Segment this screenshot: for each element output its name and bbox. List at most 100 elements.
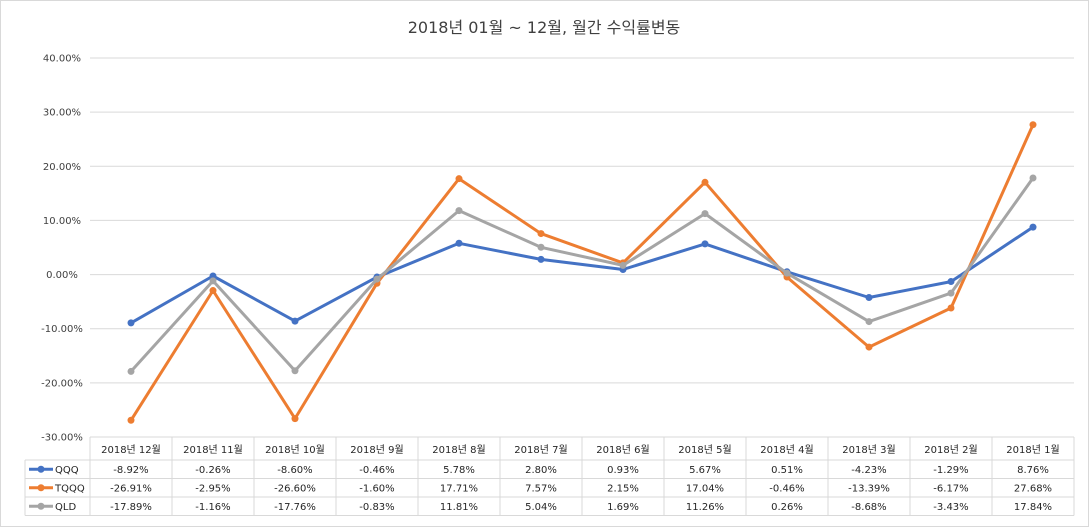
data-point-qld xyxy=(619,261,627,269)
data-label: -17.76% xyxy=(274,502,316,513)
data-label: 17.84% xyxy=(1014,502,1052,513)
data-point-qqq xyxy=(865,293,873,301)
data-label: 5.67% xyxy=(689,465,721,476)
data-label: -8.68% xyxy=(851,502,886,513)
data-label: -8.92% xyxy=(113,465,148,476)
data-label: 17.71% xyxy=(440,483,478,494)
data-label: 17.04% xyxy=(686,483,724,494)
data-point-qqq xyxy=(947,278,955,286)
data-label: -4.23% xyxy=(851,465,886,476)
data-label: 5.04% xyxy=(525,502,557,513)
chart-title: 2018년 01월 ~ 12월, 월간 수익률변동 xyxy=(408,18,681,37)
data-label: -3.43% xyxy=(933,502,968,513)
data-label: -17.89% xyxy=(110,502,152,513)
category-label: 2018년 9월 xyxy=(350,444,403,456)
data-label: 0.51% xyxy=(771,465,803,476)
series-tqqq xyxy=(127,121,1037,424)
legend-key-marker xyxy=(37,502,45,510)
y-tick-label: -30.00% xyxy=(41,433,83,444)
data-point-qld xyxy=(947,289,955,297)
y-tick-label: -10.00% xyxy=(41,324,83,335)
data-label: 2.80% xyxy=(525,465,557,476)
data-label: -13.39% xyxy=(848,483,890,494)
data-point-qqq xyxy=(291,317,299,325)
data-label: 0.26% xyxy=(771,502,803,513)
series-line-tqqq xyxy=(129,123,1035,422)
data-label: 5.78% xyxy=(443,465,475,476)
category-label: 2018년 1월 xyxy=(1006,444,1059,456)
data-point-qqq xyxy=(1029,223,1037,231)
category-label: 2018년 2월 xyxy=(924,444,977,456)
category-label: 2018년 11월 xyxy=(183,444,243,456)
data-point-tqqq xyxy=(701,178,709,186)
data-point-tqqq xyxy=(127,416,135,424)
category-label: 2018년 10월 xyxy=(265,444,325,456)
y-tick-label: 40.00% xyxy=(43,54,81,65)
data-point-qqq xyxy=(537,255,545,263)
y-tick-label: 20.00% xyxy=(43,162,81,173)
legend-label-qld: QLD xyxy=(55,502,76,513)
data-point-qqq xyxy=(455,239,463,247)
data-point-qld xyxy=(455,207,463,215)
category-label: 2018년 12월 xyxy=(101,444,161,456)
series-line-qqq xyxy=(129,225,1035,325)
data-label: -0.46% xyxy=(769,483,804,494)
category-label: 2018년 4월 xyxy=(760,444,813,456)
category-label: 2018년 8월 xyxy=(432,444,485,456)
data-table: 2018년 12월 2018년 11월 2018년 10월 2018년 9월 2018년… xyxy=(24,436,1075,516)
data-label: 0.93% xyxy=(607,465,639,476)
data-point-tqqq xyxy=(537,230,545,238)
data-point-tqqq xyxy=(1029,121,1037,129)
data-point-qld xyxy=(783,269,791,277)
series-lines xyxy=(127,121,1037,424)
data-point-tqqq xyxy=(291,415,299,423)
data-point-qld xyxy=(865,318,873,326)
data-label: 8.76% xyxy=(1017,465,1049,476)
data-label: -26.91% xyxy=(110,483,152,494)
y-tick-label: 0.00% xyxy=(46,270,78,281)
category-label: 2018년 7월 xyxy=(514,444,567,456)
series-qqq xyxy=(127,223,1037,327)
data-point-qqq xyxy=(701,240,709,248)
data-label: -0.83% xyxy=(359,502,394,513)
data-label: -1.60% xyxy=(359,483,394,494)
legend-label-qqq: QQQ xyxy=(55,465,79,476)
data-point-qld xyxy=(291,367,299,375)
data-point-tqqq xyxy=(209,287,217,295)
y-tick-label: 30.00% xyxy=(43,108,81,119)
series-line-qld xyxy=(129,176,1035,373)
data-point-qld xyxy=(127,367,135,375)
data-point-qqq xyxy=(127,319,135,327)
data-label: 1.69% xyxy=(607,502,639,513)
data-label: -8.60% xyxy=(277,465,312,476)
data-point-qld xyxy=(701,210,709,218)
category-label: 2018년 3월 xyxy=(842,444,895,456)
data-point-tqqq xyxy=(865,343,873,351)
legend-label-tqqq: TQQQ xyxy=(54,483,85,494)
y-axis-ticks: -30.00% -20.00% -10.00% 0.00% 10.00% 20.00% 30… xyxy=(41,54,83,444)
category-label: 2018년 5월 xyxy=(678,444,731,456)
data-point-qld xyxy=(209,277,217,285)
series-qld xyxy=(127,174,1037,375)
data-label: 7.57% xyxy=(525,483,557,494)
data-label: 27.68% xyxy=(1014,483,1052,494)
data-label: 11.81% xyxy=(440,502,478,513)
data-point-tqqq xyxy=(455,175,463,183)
data-label: -0.46% xyxy=(359,465,394,476)
data-point-qld xyxy=(1029,174,1037,182)
y-tick-label: -20.00% xyxy=(41,378,83,389)
data-label: -0.26% xyxy=(195,465,230,476)
data-point-qld xyxy=(537,243,545,251)
legend-key-marker xyxy=(37,465,45,473)
data-label: -2.95% xyxy=(195,483,230,494)
data-point-qld xyxy=(373,275,381,283)
data-label: 11.26% xyxy=(686,502,724,513)
data-label: -6.17% xyxy=(933,483,968,494)
data-label: -1.29% xyxy=(933,465,968,476)
data-label: -26.60% xyxy=(274,483,316,494)
data-label: 2.15% xyxy=(607,483,639,494)
data-point-tqqq xyxy=(947,304,955,312)
